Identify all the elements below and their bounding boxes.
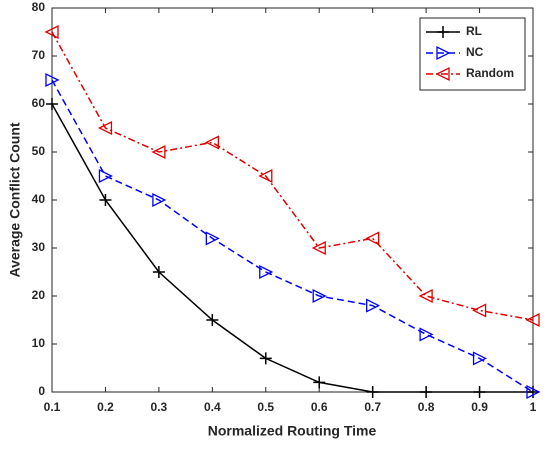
y-tick-label: 70 bbox=[32, 48, 46, 62]
marker bbox=[472, 303, 487, 318]
marker bbox=[473, 386, 486, 398]
marker bbox=[366, 298, 381, 313]
series-line bbox=[51, 31, 534, 321]
y-tick-label: 30 bbox=[32, 240, 46, 254]
y-tick-label: 20 bbox=[32, 288, 46, 302]
marker bbox=[435, 66, 450, 82]
x-tick-label: 0.4 bbox=[204, 400, 221, 414]
marker bbox=[436, 45, 451, 61]
legend: RL NC Random bbox=[419, 17, 526, 91]
marker bbox=[204, 135, 219, 150]
x-tick-label: 0.6 bbox=[311, 400, 328, 414]
marker bbox=[44, 24, 59, 40]
y-axis-label: Average Conflict Count bbox=[7, 122, 23, 277]
marker bbox=[46, 98, 58, 110]
x-tick-label: 0.2 bbox=[97, 400, 114, 414]
marker bbox=[365, 231, 380, 246]
x-tick-label: 0.9 bbox=[471, 400, 488, 414]
marker bbox=[258, 168, 273, 184]
marker bbox=[526, 384, 541, 400]
marker bbox=[437, 26, 449, 38]
marker bbox=[259, 264, 274, 280]
x-tick-label: 0.1 bbox=[44, 400, 61, 414]
y-tick-label: 10 bbox=[32, 336, 46, 350]
marker bbox=[98, 168, 113, 184]
marker bbox=[99, 194, 112, 206]
x-tick-label: 0.3 bbox=[151, 400, 168, 414]
marker bbox=[418, 288, 433, 304]
marker bbox=[45, 72, 60, 88]
marker bbox=[527, 386, 539, 398]
marker bbox=[206, 314, 219, 326]
marker bbox=[205, 231, 220, 246]
marker bbox=[525, 312, 540, 328]
marker bbox=[366, 386, 379, 398]
marker bbox=[313, 376, 326, 389]
marker bbox=[311, 240, 326, 256]
marker bbox=[420, 386, 433, 398]
x-axis-label: Normalized Routing Time bbox=[208, 423, 377, 439]
legend-label: NC bbox=[466, 45, 484, 59]
x-tick-label: 0.7 bbox=[364, 400, 381, 414]
y-tick-label: 80 bbox=[32, 0, 46, 14]
marker bbox=[151, 144, 166, 160]
marker bbox=[152, 266, 165, 278]
legend-label: RL bbox=[466, 24, 482, 38]
y-tick-label: 0 bbox=[38, 384, 45, 398]
y-tick-label: 40 bbox=[32, 192, 46, 206]
y-tick-label: 50 bbox=[32, 144, 46, 158]
x-tick-label: 0.8 bbox=[418, 400, 435, 414]
y-tick-label: 60 bbox=[32, 96, 46, 110]
marker bbox=[312, 288, 327, 304]
series-line bbox=[51, 79, 534, 393]
x-tick-label: 0.5 bbox=[257, 400, 274, 414]
series-line bbox=[51, 103, 533, 393]
marker bbox=[259, 352, 272, 365]
marker bbox=[472, 351, 488, 366]
marker bbox=[152, 192, 167, 208]
x-tick-label: 1 bbox=[530, 400, 537, 414]
marker bbox=[97, 120, 113, 136]
marker bbox=[419, 327, 434, 342]
legend-label: Random bbox=[466, 66, 514, 80]
